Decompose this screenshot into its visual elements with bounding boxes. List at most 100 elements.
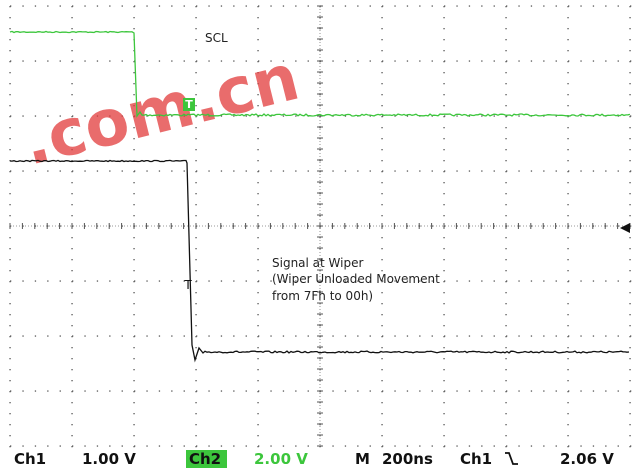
- grid-dot: [493, 115, 495, 117]
- grid-dot: [109, 60, 111, 62]
- grid-dot: [629, 39, 631, 41]
- grid-dot: [133, 347, 135, 349]
- grid-dot: [183, 60, 185, 62]
- grid-dot: [567, 347, 569, 349]
- grid-dot: [158, 60, 161, 62]
- grid-dot: [9, 215, 11, 217]
- grid-dot: [381, 149, 383, 151]
- grid-dot: [456, 60, 458, 62]
- grid-dot: [580, 115, 582, 117]
- grid-dot: [493, 5, 495, 7]
- grid-dot: [444, 335, 446, 337]
- grid-dot: [72, 115, 74, 117]
- grid-dot: [443, 204, 445, 206]
- grid-dot: [630, 5, 632, 7]
- grid-dot: [195, 413, 197, 415]
- grid-dot: [617, 5, 619, 7]
- grid-dot: [319, 182, 321, 184]
- grid-dot: [171, 445, 173, 447]
- grid-dot: [505, 424, 507, 426]
- grid-dot: [72, 5, 74, 7]
- grid-dot: [506, 280, 508, 282]
- grid-dot: [307, 390, 309, 392]
- grid-dot: [505, 138, 507, 140]
- grid-dot: [96, 115, 99, 117]
- grid-dot: [195, 215, 197, 217]
- grid-dot: [257, 292, 259, 294]
- grid-dot: [629, 369, 631, 371]
- grid-dot: [208, 60, 210, 62]
- grid-dot: [505, 303, 507, 305]
- grid-dot: [381, 292, 383, 294]
- grid-dot: [629, 435, 631, 437]
- grid-dot: [307, 335, 309, 337]
- grid-dot: [605, 60, 607, 62]
- grid-dot: [332, 225, 334, 227]
- grid-dot: [195, 325, 197, 327]
- grid-dot: [257, 138, 259, 140]
- grid-dot: [369, 5, 371, 7]
- grid-dot: [592, 445, 595, 447]
- grid-dot: [505, 127, 507, 129]
- grid-dot: [505, 237, 507, 239]
- timebase: 200ns: [382, 450, 433, 468]
- grid-dot: [555, 60, 557, 62]
- grid-dot: [530, 390, 533, 392]
- grid-dot: [257, 259, 259, 261]
- grid-dot: [394, 390, 396, 392]
- grid-dot: [96, 170, 99, 172]
- grid-dot: [419, 60, 421, 62]
- grid-dot: [96, 5, 99, 7]
- grid-dot: [567, 325, 569, 327]
- grid-dot: [518, 5, 520, 7]
- grid-dot: [133, 358, 135, 360]
- grid-dot: [319, 347, 321, 349]
- grid-dot: [233, 225, 235, 227]
- grid-dot: [158, 280, 161, 282]
- grid-dot: [270, 335, 272, 337]
- grid-dot: [270, 280, 272, 282]
- grid-dot: [319, 149, 321, 151]
- grid-dot: [9, 259, 11, 261]
- grid-dot: [580, 170, 582, 172]
- grid-dot: [431, 225, 433, 227]
- grid-dot: [518, 60, 520, 62]
- trigger-level: 2.06 V: [560, 450, 614, 468]
- grid-dot: [580, 335, 582, 337]
- grid-dot: [530, 5, 533, 7]
- grid-dot: [257, 127, 259, 129]
- grid-dot: [443, 72, 445, 74]
- grid-dot: [493, 60, 495, 62]
- grid-dot: [10, 170, 12, 172]
- grid-dot: [319, 127, 321, 129]
- grid-dot: [245, 335, 247, 337]
- grid-dot: [419, 445, 421, 447]
- grid-dot: [406, 5, 409, 7]
- grid-dot: [10, 60, 12, 62]
- grid-dot: [629, 204, 631, 206]
- grid-dot: [555, 115, 557, 117]
- grid-dot: [22, 115, 24, 117]
- grid-dot: [369, 335, 371, 337]
- grid-dot: [282, 445, 285, 447]
- grid-dot: [567, 303, 569, 305]
- grid-dot: [195, 435, 197, 437]
- grid-dot: [258, 5, 260, 7]
- grid-dot: [381, 380, 383, 382]
- grid-dot: [629, 72, 631, 74]
- grid-dot: [71, 28, 73, 30]
- grid-dot: [183, 390, 185, 392]
- grid-dot: [605, 390, 607, 392]
- grid-dot: [567, 127, 569, 129]
- grid-dot: [220, 445, 223, 447]
- grid-dot: [72, 335, 74, 337]
- grid-dot: [257, 402, 259, 404]
- grid-dot: [257, 182, 259, 184]
- grid-dot: [59, 390, 61, 392]
- grid-dot: [431, 170, 433, 172]
- grid-dot: [270, 60, 272, 62]
- grid-dot: [567, 72, 569, 74]
- grid-dot: [629, 325, 631, 327]
- grid-dot: [233, 335, 235, 337]
